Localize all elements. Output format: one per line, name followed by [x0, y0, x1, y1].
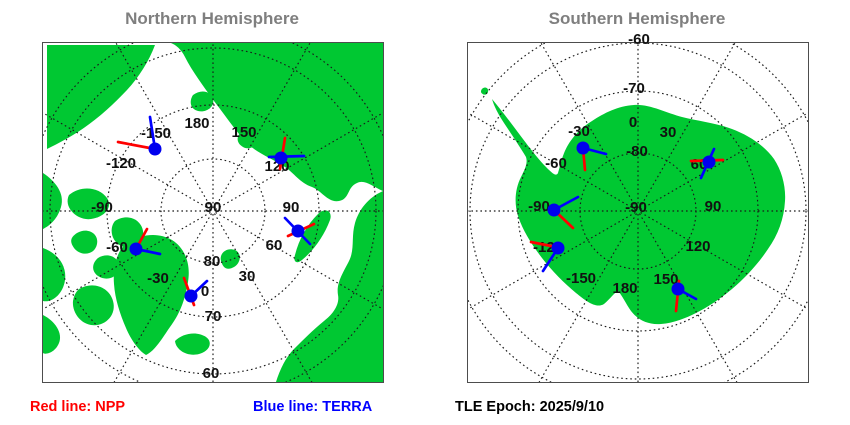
south-satellite-marker-0 — [576, 141, 608, 172]
grid-label-7: 90 — [283, 199, 300, 216]
north-satellite-marker-1 — [267, 136, 306, 171]
land-novaya-zemlya — [294, 210, 331, 263]
grid-label-11: 30 — [239, 268, 256, 285]
grid-label-2: -150 — [141, 125, 171, 142]
grid-label-14: 70 — [205, 308, 222, 325]
land-arctic-island-c — [285, 139, 305, 157]
land-siberia — [171, 43, 383, 202]
grid-label-7: -60 — [545, 155, 567, 172]
legend-terra: Blue line: TERRA — [253, 399, 373, 415]
legend-npp: Red line: NPP — [30, 399, 126, 415]
lat-circle-2 — [49, 47, 377, 375]
land-canada-island-3 — [71, 230, 98, 254]
satellite-dot — [671, 282, 685, 296]
land-canada-coast-1 — [43, 173, 62, 229]
land-canada-coast-3 — [43, 315, 61, 354]
grid-label-15: 60 — [203, 365, 220, 382]
lat-circle-2 — [469, 43, 807, 380]
north-map-title: Northern Hemisphere — [125, 9, 299, 28]
grid-label-1: 150 — [231, 124, 256, 141]
grid-label-3: 30 — [660, 124, 677, 141]
grid-label-12: 0 — [201, 283, 209, 300]
land-canada-island-4 — [93, 255, 119, 279]
north-satellite-marker-2 — [283, 216, 316, 246]
satellite-dot — [274, 151, 288, 165]
grid-label-9: -90 — [625, 199, 647, 216]
satellite-dot — [576, 141, 590, 155]
grid-label-2: 0 — [629, 114, 637, 131]
south-clipped-layers — [468, 43, 808, 382]
south-satellite-marker-3 — [529, 240, 565, 273]
land-canada-island-2 — [111, 217, 144, 248]
south-satellite-marker-2 — [547, 195, 580, 230]
land-russia-scandinavia — [276, 191, 383, 382]
grid-label-14: 180 — [612, 280, 637, 297]
grid-label-9: 60 — [266, 237, 283, 254]
land-iceland — [175, 333, 210, 355]
land-greenland — [113, 234, 189, 355]
grid-label-0: -60 — [628, 31, 650, 48]
south-map-title: Southern Hemisphere — [548, 9, 726, 28]
grid-label-8: -60 — [106, 239, 128, 256]
satellite-dot — [148, 142, 162, 156]
satellite-dot — [702, 155, 716, 169]
land-arctic-island-b — [237, 128, 259, 149]
grid-label-1: -70 — [623, 80, 645, 97]
satellite-dot — [551, 241, 565, 255]
grid-label-10: 90 — [705, 198, 722, 215]
satellite-dot — [291, 224, 305, 238]
north-clipped-layers — [43, 43, 383, 382]
lat-circle-1 — [106, 104, 320, 318]
grid-label-5: -30 — [568, 123, 590, 140]
grid-label-5: -90 — [91, 199, 113, 216]
land-baffin — [72, 285, 114, 326]
land-svalbard — [220, 249, 240, 269]
north-satellite-marker-3 — [129, 227, 162, 256]
satellite-dot — [547, 203, 561, 217]
grid-label-0: 180 — [184, 115, 209, 132]
satellite-dot — [129, 242, 143, 256]
north-satellite-marker-4 — [182, 276, 209, 307]
grid-label-13: 80 — [204, 253, 221, 270]
legend-tle-epoch: TLE Epoch: 2025/9/10 — [455, 399, 605, 415]
grid-label-15: 150 — [653, 271, 678, 288]
lat-circle-0 — [160, 158, 266, 264]
grid-label-13: -150 — [566, 270, 596, 287]
south-hemisphere-map: -60 -70 0 30 -80 -30 60 -60 -90 -90 90 -120 120 -150 1… — [467, 31, 809, 383]
north-hemisphere-map: 180 150 -150 -120 120 -90 90 90 -60 60 -30 30 0 80 70 6… — [42, 42, 384, 383]
north-satellite-marker-0 — [116, 115, 162, 156]
grid-label-12: 120 — [685, 238, 710, 255]
grid-label-10: -30 — [147, 270, 169, 287]
grid-label-3: -120 — [106, 155, 136, 172]
grid-label-8: -90 — [528, 198, 550, 215]
south-satellite-marker-1 — [689, 147, 725, 180]
land-alaska-chukotka — [47, 45, 155, 149]
grid-label-6: 90 — [205, 199, 222, 216]
satellite-dot — [184, 289, 198, 303]
south-satellite-marker-4 — [671, 279, 698, 313]
land-canada-coast-2 — [43, 248, 66, 302]
grid-label-4: -80 — [626, 143, 648, 160]
